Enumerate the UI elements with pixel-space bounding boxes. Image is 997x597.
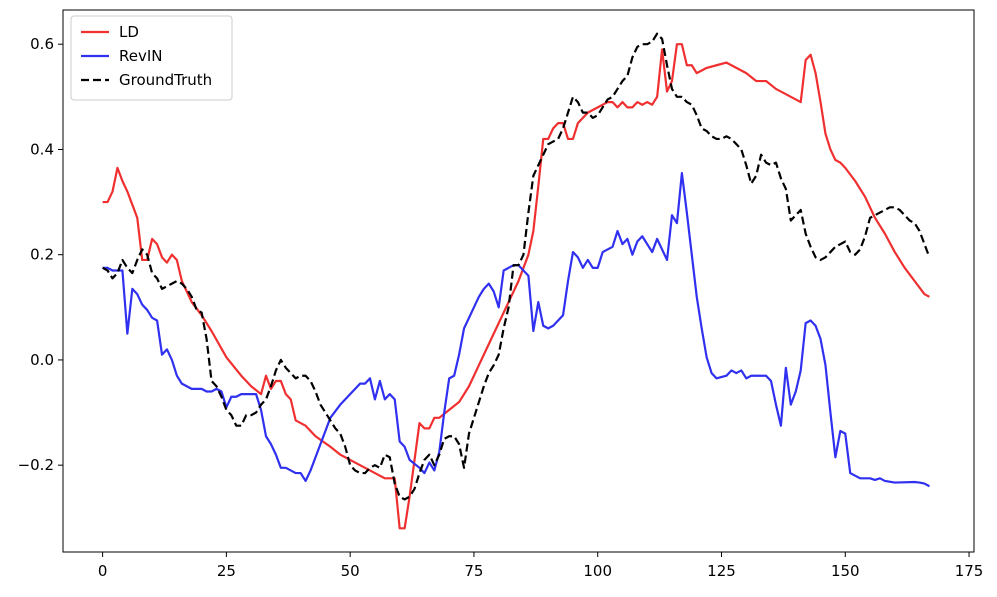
x-tick-label: 75 — [464, 562, 483, 580]
x-tick-label: 125 — [707, 562, 736, 580]
y-tick-label: 0.6 — [30, 35, 54, 53]
legend-label-revin: RevIN — [119, 47, 163, 65]
plot-frame — [62, 9, 975, 553]
x-tick-label: 0 — [98, 562, 108, 580]
series-layer — [102, 32, 931, 530]
y-tick-label: 0.2 — [30, 246, 54, 264]
y-tick-label: −0.2 — [18, 456, 54, 474]
series-line-groundtruth — [102, 32, 931, 501]
x-tick-label: 25 — [217, 562, 236, 580]
legend-label-groundtruth: GroundTruth — [119, 71, 212, 89]
x-tick-label: 175 — [955, 562, 984, 580]
axes-layer: 0 25 50 75 100 125 150 175 −0.2 0.0 0.2 0.4 0.6 — [18, 9, 984, 580]
legend-label-ld: LD — [119, 23, 139, 41]
legend-box — [70, 15, 233, 101]
series-line-ld — [102, 43, 930, 530]
x-tick-label: 100 — [583, 562, 612, 580]
x-tick-label: 50 — [341, 562, 360, 580]
y-tick-label: 0.4 — [30, 140, 54, 158]
y-tick-label: 0.0 — [30, 351, 54, 369]
x-tick-label: 150 — [831, 562, 860, 580]
legend: LD RevIN GroundTruth — [70, 15, 233, 101]
